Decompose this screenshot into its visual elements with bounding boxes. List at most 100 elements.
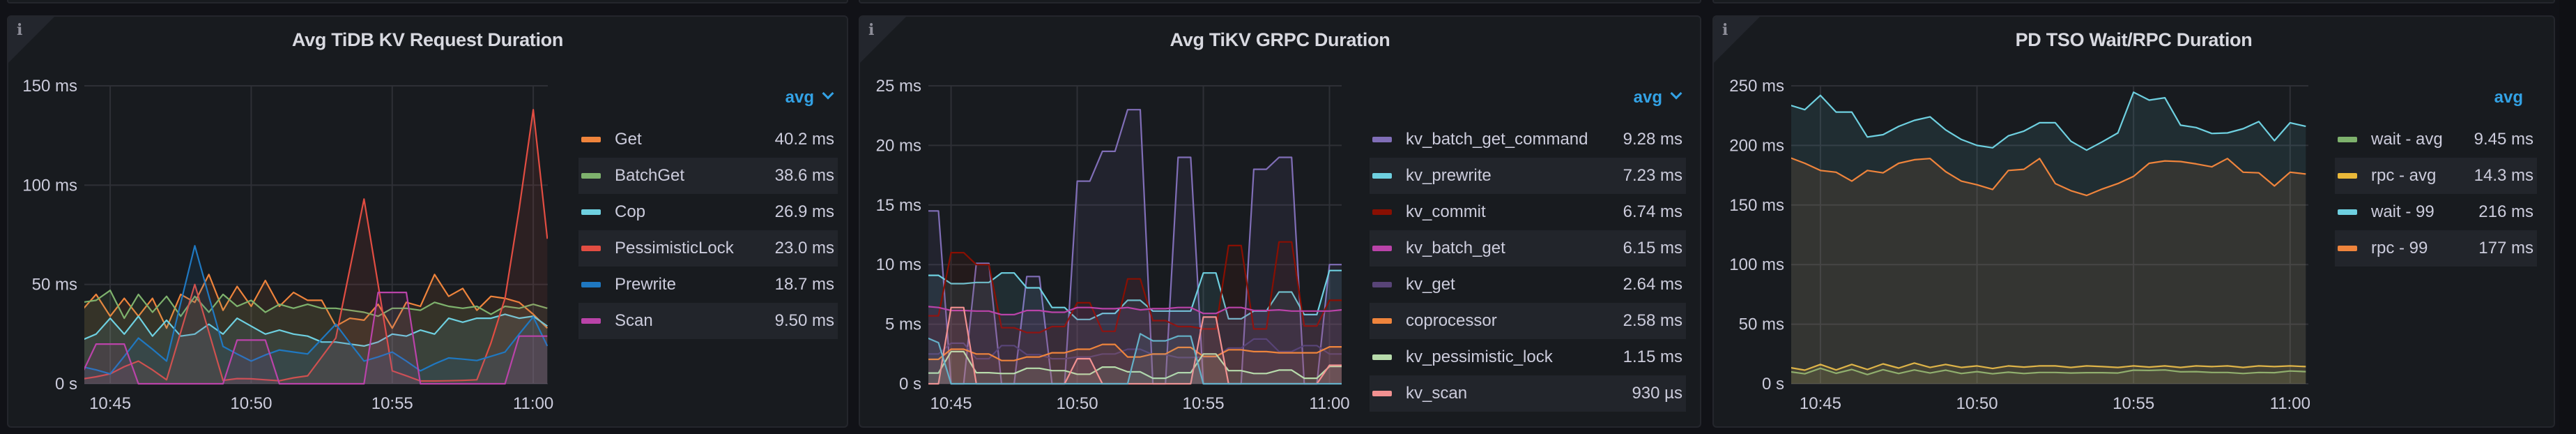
legend-avg-value: 9.50 ms	[774, 311, 834, 330]
legend-series-name[interactable]: PessimisticLock	[615, 239, 734, 257]
panel-tidb-kv-request-duration: i Avg TiDB KV Request Duration avg Get 40…	[7, 15, 848, 428]
panel-tikv-grpc-duration: i Avg TiKV GRPC Duration avg kv_batch_ge…	[859, 15, 1701, 428]
legend-color-swatch[interactable]	[581, 173, 601, 179]
legend-item[interactable]: wait - avg 9.45 ms	[2335, 121, 2537, 158]
previous-row-panel-edge	[859, 0, 1701, 3]
legend-item[interactable]: kv_get 2.64 ms	[1370, 267, 1686, 303]
legend-item[interactable]: PessimisticLock 23.0 ms	[578, 230, 838, 267]
legend: avg Get 40.2 ms BatchGet 38.6 ms Cop 26.9 ms P…	[578, 84, 838, 363]
legend[interactable]: avg kv_batch_get_command 9.28 ms kv_prewri…	[1370, 84, 1686, 417]
legend-header-avg[interactable]: avg	[2494, 84, 2523, 112]
legend-rows: Get 40.2 ms BatchGet 38.6 ms Cop 26.9 ms Pessi…	[578, 121, 838, 339]
chevron-down-icon	[822, 87, 834, 100]
legend-series-name[interactable]: BatchGet	[615, 166, 685, 185]
legend-color-swatch[interactable]	[1372, 282, 1392, 287]
info-icon[interactable]: i	[1722, 21, 1728, 39]
legend-series-name[interactable]: kv_scan	[1406, 384, 1468, 403]
panel-info-corner[interactable]	[1714, 17, 1760, 63]
legend-series-name[interactable]: kv_commit	[1406, 202, 1486, 221]
legend-item[interactable]: kv_scan_lock 680 µs	[1370, 412, 1686, 417]
legend-avg-value: 23.0 ms	[774, 239, 834, 257]
legend-color-swatch[interactable]	[1372, 209, 1392, 215]
panel-pd-tso-wait-rpc-duration: i PD TSO Wait/RPC Duration avg wait - av…	[1712, 15, 2555, 428]
legend-item[interactable]: kv_batch_get 6.15 ms	[1370, 230, 1686, 267]
legend-item[interactable]: coprocessor 2.58 ms	[1370, 303, 1686, 339]
legend-item[interactable]: rpc - avg 14.3 ms	[2335, 158, 2537, 194]
info-icon[interactable]: i	[868, 21, 875, 39]
chevron-down-icon	[1670, 87, 1682, 100]
legend-color-swatch[interactable]	[1372, 391, 1392, 396]
legend-series-name[interactable]: kv_batch_get	[1406, 239, 1505, 257]
legend-header-label: avg	[785, 88, 814, 107]
legend-item[interactable]: kv_pessimistic_lock 1.15 ms	[1370, 339, 1686, 375]
legend-rows: wait - avg 9.45 ms rpc - avg 14.3 ms wait - …	[2335, 121, 2537, 267]
legend-color-swatch[interactable]	[2338, 246, 2357, 251]
legend-color-swatch[interactable]	[1372, 246, 1392, 251]
legend-avg-value: 6.74 ms	[1623, 202, 1682, 221]
legend-avg-value: 26.9 ms	[774, 202, 834, 221]
legend-item[interactable]: BatchGet 38.6 ms	[578, 158, 838, 194]
legend-avg-value: 9.28 ms	[1623, 130, 1682, 149]
page-edge	[2559, 0, 2576, 434]
panel-title[interactable]: Avg TiDB KV Request Duration	[291, 29, 564, 50]
legend-series-name[interactable]: Get	[615, 130, 642, 149]
legend-series-name[interactable]: Scan	[615, 311, 653, 330]
legend-series-name[interactable]: kv_prewrite	[1406, 166, 1492, 185]
panel-info-corner[interactable]	[8, 17, 54, 63]
legend-header-label: avg	[2494, 88, 2523, 107]
legend-item[interactable]: wait - 99 216 ms	[2335, 194, 2537, 230]
legend-avg-value: 1.15 ms	[1623, 347, 1682, 366]
legend-series-name[interactable]: rpc - 99	[2371, 239, 2428, 257]
legend-color-swatch[interactable]	[581, 318, 601, 324]
legend-series-name[interactable]: rpc - avg	[2371, 166, 2437, 185]
legend-item[interactable]: Get 40.2 ms	[578, 121, 838, 158]
info-icon[interactable]: i	[17, 21, 23, 39]
legend: avg wait - avg 9.45 ms rpc - avg 14.3 ms wai…	[2335, 84, 2537, 363]
legend-sort-avg[interactable]: avg	[785, 84, 834, 112]
legend-color-swatch[interactable]	[2338, 137, 2357, 142]
legend-series-name[interactable]: wait - avg	[2371, 130, 2443, 149]
legend-series-name[interactable]: coprocessor	[1406, 311, 1497, 330]
legend-item[interactable]: kv_prewrite 7.23 ms	[1370, 158, 1686, 194]
previous-row-panel-edge	[1712, 0, 2555, 3]
legend-color-swatch[interactable]	[1372, 137, 1392, 142]
legend-item[interactable]: Scan 9.50 ms	[578, 303, 838, 339]
legend-sort-avg[interactable]: avg	[1634, 84, 1682, 112]
legend-color-swatch[interactable]	[1372, 354, 1392, 360]
legend-item[interactable]: Prewrite 18.7 ms	[578, 267, 838, 303]
legend-avg-value: 177 ms	[2478, 239, 2533, 257]
legend-avg-value: 216 ms	[2478, 202, 2533, 221]
legend-item[interactable]: rpc - 99 177 ms	[2335, 230, 2537, 267]
legend-avg-value: 38.6 ms	[774, 166, 834, 185]
legend-series-name[interactable]: kv_batch_get_command	[1406, 130, 1588, 149]
legend-rows: kv_batch_get_command 9.28 ms kv_prewrite 7.…	[1370, 121, 1686, 417]
legend-item[interactable]: kv_commit 6.74 ms	[1370, 194, 1686, 230]
legend-color-swatch[interactable]	[581, 282, 601, 287]
legend-color-swatch[interactable]	[2338, 209, 2357, 215]
legend-avg-value: 6.15 ms	[1623, 239, 1682, 257]
legend-avg-value: 930 µs	[1632, 384, 1682, 403]
legend-avg-value: 14.3 ms	[2474, 166, 2533, 185]
legend-color-swatch[interactable]	[581, 246, 601, 251]
legend-color-swatch[interactable]	[581, 137, 601, 142]
legend-avg-value: 7.23 ms	[1623, 166, 1682, 185]
legend-color-swatch[interactable]	[1372, 318, 1392, 324]
legend-avg-value: 2.64 ms	[1623, 275, 1682, 294]
legend-series-name[interactable]: Prewrite	[615, 275, 677, 294]
panel-title[interactable]: Avg TiKV GRPC Duration	[1170, 29, 1390, 50]
legend-avg-value: 18.7 ms	[774, 275, 834, 294]
legend-series-name[interactable]: kv_pessimistic_lock	[1406, 347, 1553, 366]
legend-item[interactable]: kv_batch_get_command 9.28 ms	[1370, 121, 1686, 158]
legend-color-swatch[interactable]	[1372, 173, 1392, 179]
legend-color-swatch[interactable]	[2338, 173, 2357, 179]
legend-series-name[interactable]: kv_get	[1406, 275, 1455, 294]
legend-series-name[interactable]: kv_scan_lock	[1406, 412, 1506, 417]
legend-item[interactable]: Cop 26.9 ms	[578, 194, 838, 230]
legend-avg-value: 40.2 ms	[774, 130, 834, 149]
legend-series-name[interactable]: wait - 99	[2371, 202, 2435, 221]
legend-color-swatch[interactable]	[581, 209, 601, 215]
panel-info-corner[interactable]	[860, 17, 906, 63]
panel-title[interactable]: PD TSO Wait/RPC Duration	[2015, 29, 2253, 50]
legend-series-name[interactable]: Cop	[615, 202, 646, 221]
legend-item[interactable]: kv_scan 930 µs	[1370, 375, 1686, 412]
